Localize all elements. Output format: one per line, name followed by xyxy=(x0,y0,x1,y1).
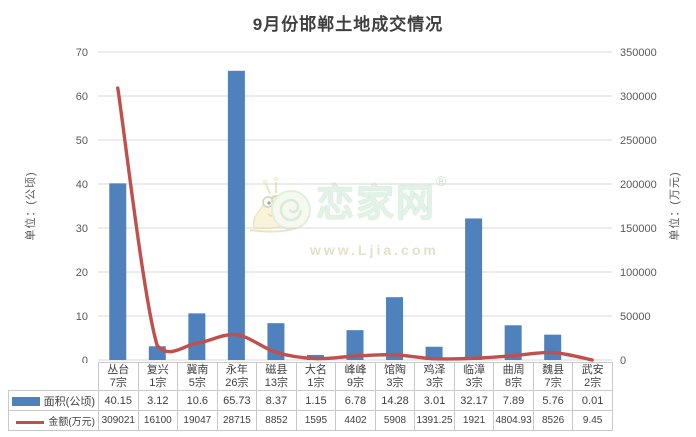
legend-bar-swatch-icon xyxy=(11,397,40,407)
legend-label: 金额(万元) xyxy=(48,417,95,428)
right-tick-label: 150000 xyxy=(620,223,657,235)
left-tick-label: 50 xyxy=(76,135,88,147)
left-tick-label: 0 xyxy=(82,355,88,367)
amount-row: 金额(万元) 309021 16100 19047 28715 8852 1595 4402 5… xyxy=(8,410,613,431)
col-header-5: 大名 1宗 xyxy=(295,362,337,391)
chart-title: 9月份邯郸土地成交情况 xyxy=(252,15,444,34)
col-header-0: 丛台 7宗 xyxy=(98,362,139,391)
right-tick-label: 250000 xyxy=(620,135,657,147)
col-header-9: 临漳 3宗 xyxy=(453,362,495,391)
amount-row-cell-9: 1921 xyxy=(453,410,495,431)
col-header-1: 复兴 1宗 xyxy=(137,362,179,391)
right-tick-label: 100000 xyxy=(620,267,657,279)
amount-row-cell-6: 4402 xyxy=(335,410,376,431)
bar-2 xyxy=(188,313,206,360)
col-header-12: 武安 2宗 xyxy=(572,362,613,391)
area-row-cell-9: 32.17 xyxy=(453,390,495,411)
amount-row-cell-8: 1391.25 xyxy=(414,410,455,431)
bar-8 xyxy=(425,346,443,360)
area-row: 面积(公顷) 40.15 3.12 10.6 65.73 8.37 1.15 6.78 14.2… xyxy=(8,390,613,411)
amount-row-cell-2: 19047 xyxy=(177,410,218,431)
bar-9 xyxy=(465,218,483,360)
area-row-cell-8: 3.01 xyxy=(414,390,455,411)
legend-line-swatch-icon xyxy=(16,420,45,424)
left-axis-ticks: 0 10 20 30 40 50 60 70 xyxy=(76,47,88,367)
bar-10 xyxy=(504,325,522,360)
col-header-10: 曲周 8宗 xyxy=(493,362,534,391)
legend-label: 面积(公顷) xyxy=(43,395,95,408)
amount-row-cell-12: 9.45 xyxy=(572,410,613,431)
bar-series xyxy=(109,70,601,361)
area-row-cell-6: 6.78 xyxy=(335,390,376,411)
area-row-cell-3: 65.73 xyxy=(216,390,258,411)
area-row-cell-5: 1.15 xyxy=(295,390,337,411)
legend-amount-row: 金额(万元) xyxy=(8,410,99,431)
col-header-4: 磁县 13宗 xyxy=(256,362,297,391)
left-tick-label: 70 xyxy=(76,47,88,59)
amount-row-cell-7: 5908 xyxy=(374,410,416,431)
amount-row-cell-3: 28715 xyxy=(216,410,258,431)
area-row-cell-7: 14.28 xyxy=(374,390,416,411)
area-row-cell-2: 10.6 xyxy=(177,390,218,411)
right-tick-label: 50000 xyxy=(620,311,651,323)
amount-row-cell-11: 8526 xyxy=(532,410,574,431)
right-tick-label: 300000 xyxy=(620,91,657,103)
left-tick-label: 30 xyxy=(76,223,88,235)
bar-3 xyxy=(227,70,245,361)
col-header-2: 冀南 5宗 xyxy=(177,362,218,391)
amount-row-cell-5: 1595 xyxy=(295,410,337,431)
area-row-cell-0: 40.15 xyxy=(98,390,139,411)
amount-row-cell-1: 16100 xyxy=(137,410,179,431)
data-table: 丛台 7宗 复兴 1宗 冀南 5宗 永年 26宗 磁县 13宗 大名 1宗 峰峰 9宗 馆陶 3宗 鸡泽 3宗 临漳… xyxy=(8,362,613,431)
amount-row-cell-10: 4804.93 xyxy=(493,410,534,431)
amount-row-cell-0: 309021 xyxy=(98,410,139,431)
col-header-8: 鸡泽 3宗 xyxy=(414,362,455,391)
area-row-cell-1: 3.12 xyxy=(137,390,179,411)
col-header-11: 魏县 7宗 xyxy=(532,362,574,391)
left-tick-label: 10 xyxy=(76,311,88,323)
right-tick-label: 350000 xyxy=(620,47,657,59)
right-axis-ticks: 0 50000 100000 150000 200000 250000 300000 3500… xyxy=(620,47,657,367)
table-header-row: 丛台 7宗 复兴 1宗 冀南 5宗 永年 26宗 磁县 13宗 大名 1宗 峰峰 9宗 馆陶 3宗 鸡泽 3宗 临漳… xyxy=(8,362,613,391)
right-tick-label: 200000 xyxy=(620,179,657,191)
left-tick-label: 60 xyxy=(76,91,88,103)
bar-7 xyxy=(386,297,404,360)
gridlines xyxy=(98,51,612,361)
legend-area-row: 面积(公顷) xyxy=(8,390,99,411)
amount-row-cell-4: 8852 xyxy=(256,410,297,431)
line-series xyxy=(116,86,594,362)
area-row-cell-12: 0.01 xyxy=(572,390,613,411)
left-tick-label: 20 xyxy=(76,267,88,279)
col-header-7: 馆陶 3宗 xyxy=(374,362,416,391)
right-tick-label: 0 xyxy=(620,355,626,367)
table-corner-cell xyxy=(8,362,99,391)
bar-11 xyxy=(544,334,562,360)
col-header-6: 峰峰 9宗 xyxy=(335,362,376,391)
area-row-cell-4: 8.37 xyxy=(256,390,297,411)
col-header-3: 永年 26宗 xyxy=(216,362,258,391)
bar-6 xyxy=(346,330,364,360)
area-row-cell-11: 5.76 xyxy=(532,390,574,411)
bar-0 xyxy=(109,183,127,360)
left-tick-label: 40 xyxy=(76,179,88,191)
area-row-cell-10: 7.89 xyxy=(493,390,534,411)
